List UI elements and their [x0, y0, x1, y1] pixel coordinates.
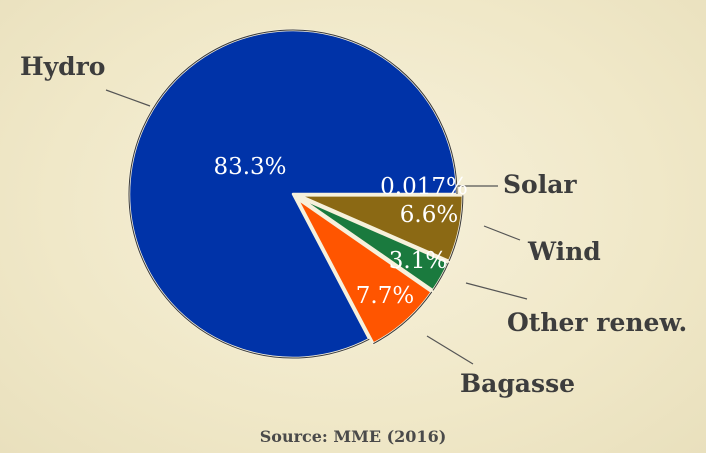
- leader-line-hydro: [105, 89, 151, 107]
- slice-edge-bagasse: [373, 291, 433, 345]
- leader-line-other-renew: [465, 282, 528, 300]
- value-label-solar: 0.017%: [380, 174, 468, 200]
- leader-line-bagasse: [426, 335, 474, 365]
- category-label-hydro: Hydro: [20, 52, 105, 81]
- leader-line-wind: [483, 225, 521, 241]
- chart-labels: Hydro 83.3% Solar 0.017% Wind 6.6% Other renew…: [20, 52, 687, 398]
- leader-lines: [105, 89, 528, 365]
- pie-slices: [127, 28, 465, 360]
- value-label-hydro: 83.3%: [213, 154, 286, 180]
- source-caption: Source: MME (2016): [260, 427, 447, 446]
- value-label-wind: 6.6%: [400, 202, 458, 228]
- category-label-wind: Wind: [527, 237, 601, 266]
- value-label-bagasse: 7.7%: [356, 283, 414, 309]
- slice-edge-other-renew: [432, 262, 449, 291]
- category-label-bagasse: Bagasse: [460, 369, 575, 398]
- value-label-other-renew: 3.1%: [389, 248, 447, 274]
- slice-edge-wind: [448, 195, 464, 262]
- category-label-other-renew: Other renew.: [507, 308, 687, 337]
- category-label-solar: Solar: [503, 170, 577, 199]
- slice-edge-hydro: [128, 29, 458, 359]
